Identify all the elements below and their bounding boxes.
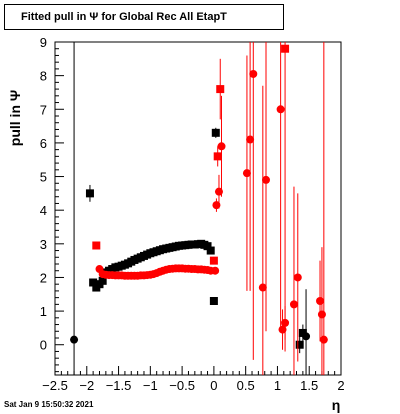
data-point-square	[211, 128, 220, 137]
plot-frame-group	[54, 41, 342, 376]
data-point-circle	[246, 135, 255, 144]
data-point-square	[295, 340, 304, 349]
y-tick-label: 7	[40, 102, 47, 117]
data-point-square	[281, 44, 290, 53]
x-tick-label: −1	[143, 378, 158, 393]
y-tick-label: 6	[40, 136, 47, 151]
y-tick-label: 0	[40, 338, 47, 353]
x-tick-label: −0.5	[169, 378, 195, 393]
plot-frame	[54, 41, 342, 376]
data-point-circle	[212, 201, 221, 210]
data-point-circle	[217, 142, 226, 151]
data-point-circle	[276, 105, 285, 114]
y-tick-label: 2	[40, 270, 47, 285]
data-point-square	[209, 256, 218, 265]
x-tick-label: 0	[210, 378, 217, 393]
data-point-square	[206, 246, 215, 255]
data-point-square	[203, 242, 212, 251]
x-tick-label: 1	[274, 378, 281, 393]
x-tick-label: −2	[79, 378, 94, 393]
x-tick-label: −1.5	[106, 378, 132, 393]
data-point-circle	[278, 325, 287, 334]
axis-ticks-group	[54, 41, 342, 375]
data-point-square	[92, 241, 101, 250]
x-tick-label: 1.5	[300, 378, 318, 393]
data-point-square	[213, 152, 222, 161]
y-tick-label: 8	[40, 69, 47, 84]
y-tick-label: 9	[40, 35, 47, 50]
data-point-square	[298, 328, 307, 337]
y-tick-label: 1	[40, 304, 47, 319]
y-axis-label: pull in Ψ	[7, 90, 23, 146]
data-point-square	[98, 276, 107, 285]
data-point-circle	[70, 335, 79, 344]
chart-title: Fitted pull in Ψ for Global Rec All Etap…	[4, 4, 284, 30]
data-point-circle	[211, 266, 220, 275]
y-tick-label: 3	[40, 237, 47, 252]
data-point-circle	[317, 310, 326, 319]
data-point-circle	[242, 169, 251, 178]
x-tick-label: −2.5	[42, 378, 68, 393]
x-tick-label: 2	[337, 378, 344, 393]
data-point-circle	[214, 187, 223, 196]
data-point-circle	[289, 300, 298, 309]
data-point-circle	[319, 335, 328, 344]
data-point-square	[85, 189, 94, 198]
data-point-square	[216, 85, 225, 94]
data-point-circle	[316, 297, 325, 305]
y-tick-label: 4	[40, 203, 47, 218]
data-point-circle	[258, 283, 267, 292]
data-point-circle	[302, 332, 311, 341]
data-point-circle	[262, 175, 271, 184]
x-tick-label: 0.5	[237, 378, 255, 393]
data-markers-group	[70, 42, 328, 375]
y-tick-label: 5	[40, 170, 47, 185]
data-point-circle	[293, 273, 302, 282]
data-point-square	[209, 297, 218, 305]
data-point-circle	[249, 69, 258, 78]
tick-labels-group: −2.5 −2 −1.5 −1 −0.5 0 0.5 1 1.5 2 0 1 2 3 4 5 6 7 8 9	[40, 35, 345, 393]
x-axis-label: η	[332, 397, 341, 413]
timestamp: Sat Jan 9 15:50:32 2021	[4, 400, 94, 409]
data-point-square	[89, 278, 98, 287]
